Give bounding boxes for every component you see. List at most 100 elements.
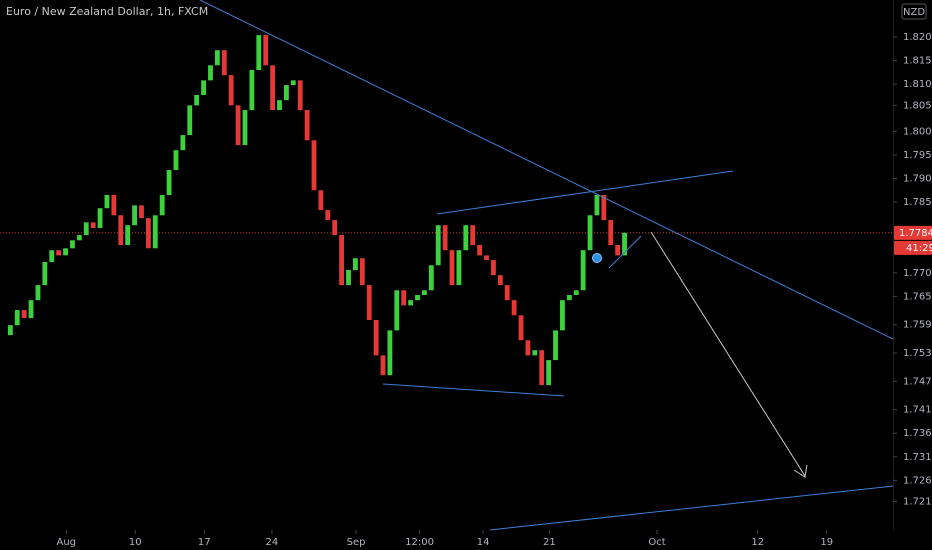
candle-body <box>249 70 255 111</box>
last-price-label: 1.77847 <box>899 228 932 239</box>
candle-body <box>525 340 531 356</box>
candle-body <box>283 85 289 101</box>
candle-body <box>277 100 282 111</box>
candle-body <box>352 258 358 270</box>
candle-body <box>263 35 269 66</box>
candle-body <box>235 105 241 145</box>
candle-body <box>270 65 276 111</box>
candle-body <box>90 222 96 229</box>
candle-body <box>111 195 117 216</box>
candle-body <box>42 261 48 286</box>
candle-body <box>297 80 303 111</box>
y-tick-label: 1.76500 <box>903 291 932 302</box>
candle-body <box>35 285 41 301</box>
candle-body <box>242 110 248 145</box>
candle-body <box>132 205 137 226</box>
candle-body <box>104 195 110 209</box>
candle-body <box>311 140 317 191</box>
candle-body <box>346 270 351 286</box>
candle-body <box>228 75 234 106</box>
candle-body <box>125 225 131 245</box>
candles <box>7 35 627 386</box>
candle-body <box>187 105 193 136</box>
y-tick-label: 1.79500 <box>903 150 932 161</box>
candle-body <box>408 300 414 306</box>
y-tick-label: 1.74700 <box>903 376 932 387</box>
candle-body <box>442 225 448 251</box>
candle-body <box>546 360 552 386</box>
candle-body <box>145 218 151 249</box>
wedge-line <box>608 235 642 269</box>
alert-icon <box>592 253 602 263</box>
candle-body <box>477 245 483 256</box>
y-tick-label: 1.77000 <box>903 268 932 279</box>
candle-body <box>208 65 213 81</box>
chart-title: Euro / New Zealand Dollar, 1h, FXCM <box>6 5 208 18</box>
x-tick-label: Aug <box>56 537 76 548</box>
candle-body <box>49 250 55 262</box>
y-tick-label: 1.73100 <box>903 452 932 463</box>
candle-body <box>339 235 345 286</box>
trend-line <box>199 0 894 340</box>
candle-body <box>366 285 372 320</box>
candle-body <box>539 350 545 386</box>
y-tick-label: 1.73600 <box>903 428 932 439</box>
candle-body <box>7 325 13 336</box>
candle-body <box>318 190 324 211</box>
x-tick-label: Sep <box>347 537 366 548</box>
candle-body <box>594 195 600 216</box>
candle-body <box>97 208 103 229</box>
candle-body <box>497 275 503 286</box>
candle-body <box>463 225 469 251</box>
x-tick-label: 10 <box>129 537 142 548</box>
x-tick-label: 12:00 <box>405 537 434 548</box>
candle-body <box>573 290 579 295</box>
x-tick-label: 12 <box>751 537 764 548</box>
candle-body <box>394 290 400 331</box>
candle-body <box>566 295 572 301</box>
candle-body <box>580 250 586 291</box>
candle-body <box>449 250 455 286</box>
candle-body <box>422 290 427 295</box>
candle-body <box>139 205 144 219</box>
candle-body <box>387 330 393 376</box>
x-tick-label: 19 <box>820 537 833 548</box>
countdown-box <box>894 240 932 255</box>
candle-body <box>221 50 227 76</box>
projection-arrow <box>650 231 806 477</box>
candle-body <box>456 250 462 286</box>
candle-body <box>470 225 476 245</box>
candle-body <box>290 80 296 86</box>
x-tick-label: 14 <box>477 537 490 548</box>
channel-lower-line <box>382 383 565 397</box>
candle-body <box>14 310 20 326</box>
candle-body <box>484 255 489 261</box>
y-tick-label: 1.80000 <box>903 126 932 137</box>
candle-body <box>553 330 558 361</box>
candle-body <box>415 295 420 301</box>
x-tick-label: 17 <box>198 537 211 548</box>
currency-box <box>901 3 927 20</box>
candle-body <box>504 285 510 301</box>
candle-body <box>435 225 441 266</box>
countdown-label: 41:29 <box>906 243 932 254</box>
candle-body <box>560 300 565 331</box>
x-tick-label: 24 <box>266 537 279 548</box>
candle-body <box>601 195 607 220</box>
x-tick-label: 21 <box>543 537 556 548</box>
candle-body <box>491 260 496 276</box>
candle-body <box>83 222 89 236</box>
candle-body <box>152 215 158 249</box>
arrow-head <box>793 464 808 478</box>
candle-body <box>173 150 179 170</box>
candle-body <box>511 300 517 316</box>
y-tick-label: 1.81000 <box>903 79 932 90</box>
candle-body <box>201 80 206 95</box>
y-tick-label: 1.75900 <box>903 320 932 331</box>
candle-body <box>401 290 407 306</box>
y-tick-label: 1.74100 <box>903 405 932 416</box>
candle-body <box>256 35 262 70</box>
y-tick-label: 1.72600 <box>903 475 932 486</box>
candle-body <box>373 320 379 356</box>
